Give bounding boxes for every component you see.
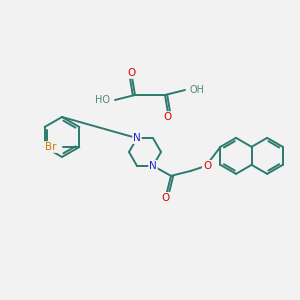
Text: Br: Br [45,142,56,152]
Text: HO: HO [95,95,110,105]
Text: O: O [128,68,136,78]
Text: O: O [162,193,170,203]
Text: N: N [133,133,141,143]
Text: O: O [203,161,211,171]
Text: OH: OH [190,85,205,95]
Text: O: O [164,112,172,122]
Text: N: N [149,161,157,171]
